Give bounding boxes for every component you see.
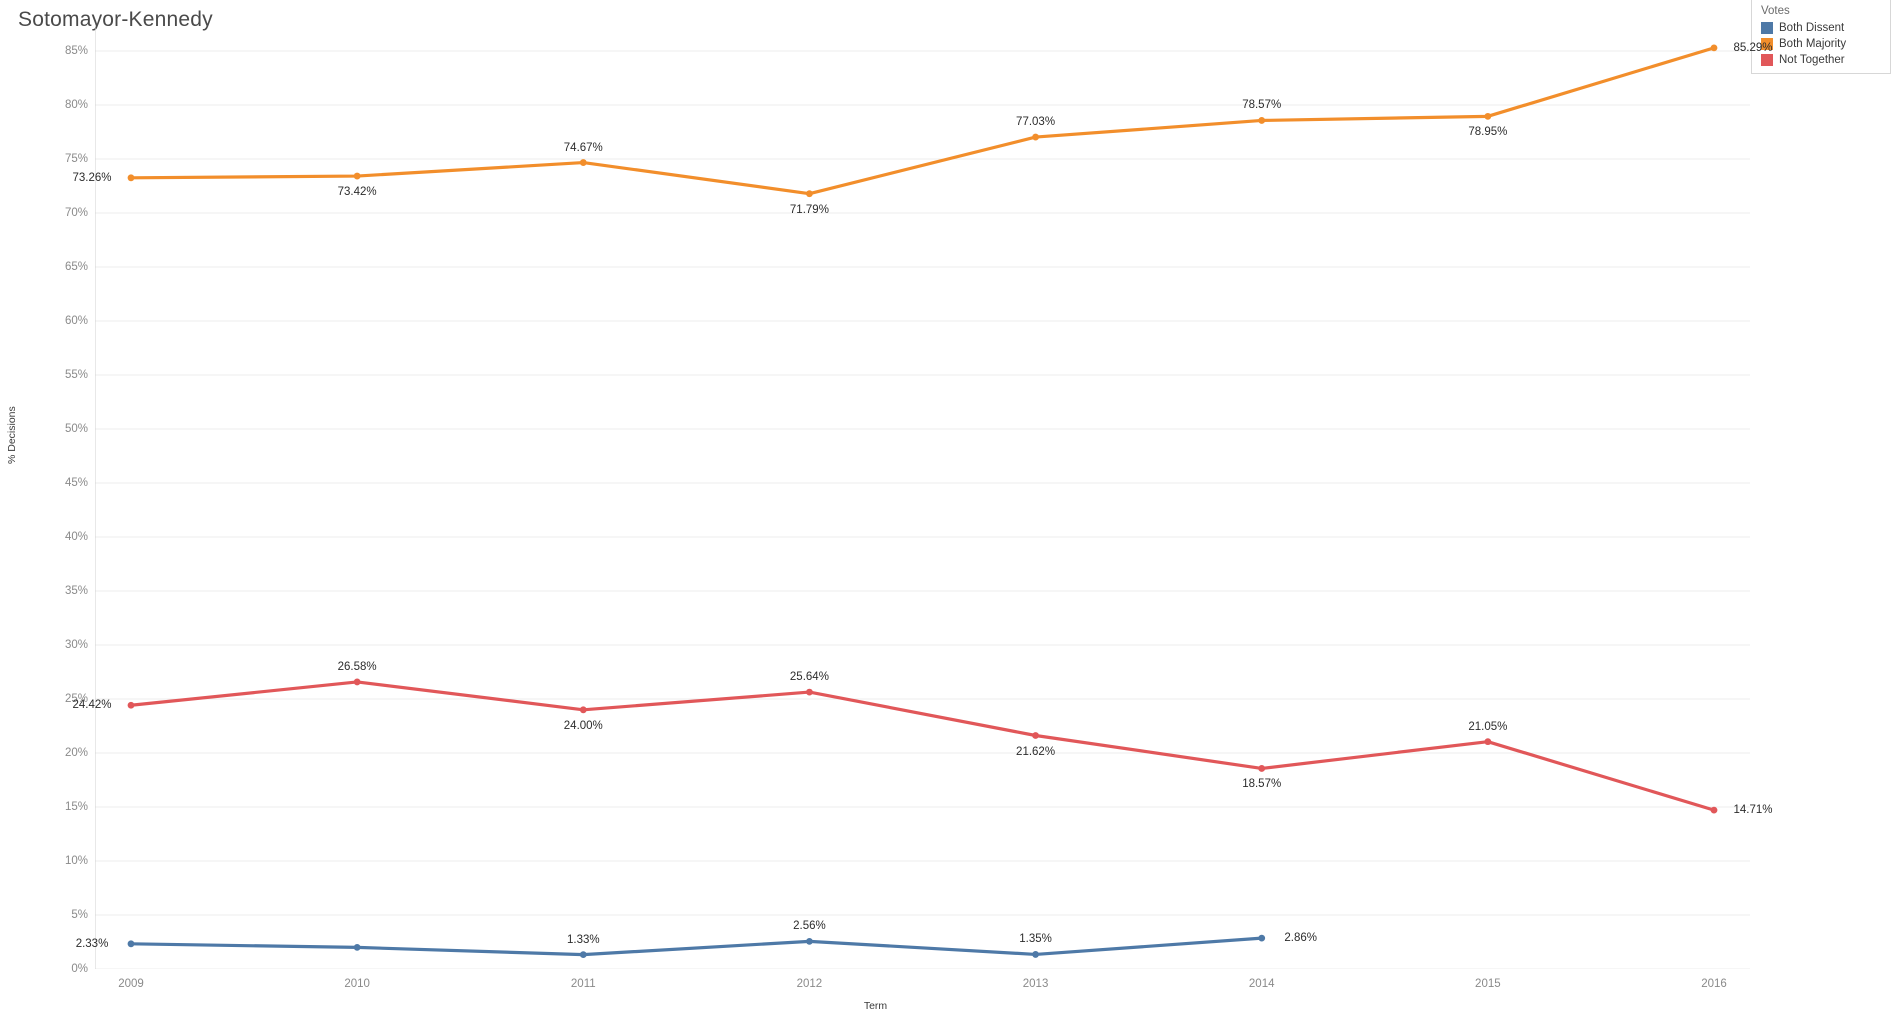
data-point-marker[interactable] bbox=[806, 688, 813, 696]
y-tick-label: 40% bbox=[64, 531, 88, 543]
legend-swatch-icon bbox=[1761, 53, 1773, 66]
y-tick-label: 50% bbox=[64, 423, 88, 435]
data-point-marker[interactable] bbox=[127, 940, 135, 948]
legend-item-label: Both Majority bbox=[1779, 37, 1847, 50]
y-tick-label: 55% bbox=[64, 369, 88, 381]
series-lines[interactable] bbox=[95, 24, 1750, 969]
legend-item-label: Not Together bbox=[1779, 53, 1845, 66]
data-point-marker[interactable] bbox=[579, 159, 587, 166]
data-point-marker[interactable] bbox=[1032, 133, 1039, 141]
legend-item-both-dissent[interactable]: Both Dissent bbox=[1761, 20, 1890, 35]
y-tick-label: 60% bbox=[64, 315, 88, 327]
data-point-marker[interactable] bbox=[1710, 44, 1718, 52]
data-point-marker[interactable] bbox=[1032, 732, 1039, 739]
data-point-marker[interactable] bbox=[806, 937, 813, 945]
y-tick-label: 80% bbox=[64, 99, 88, 111]
x-axis-ticks: 2009 2010 2011 2012 2013 2014 2015 2016 bbox=[95, 978, 1750, 998]
data-point-marker[interactable] bbox=[1710, 806, 1718, 814]
x-tick-label: 2015 bbox=[1475, 978, 1501, 990]
y-tick-label: 25% bbox=[64, 693, 88, 705]
y-axis-title: % Decisions bbox=[6, 406, 18, 464]
x-tick-label: 2011 bbox=[570, 978, 596, 990]
plot-area: % Decisions 0% 5% 10% 15% 20% 25% 30% 35% 40% 45%… bbox=[6, 24, 1773, 1012]
data-point-marker[interactable] bbox=[579, 951, 587, 959]
x-tick-label: 2013 bbox=[1022, 978, 1049, 990]
legend-panel: Votes Both Dissent Both Majority Not Toget… bbox=[1751, 0, 1891, 74]
x-tick-label: 2012 bbox=[796, 978, 823, 990]
legend-item-both-majority[interactable]: Both Majority bbox=[1761, 36, 1890, 51]
x-tick-label: 2016 bbox=[1701, 978, 1727, 990]
data-point-marker[interactable] bbox=[353, 172, 361, 180]
y-tick-label: 30% bbox=[64, 639, 88, 651]
y-tick-label: 70% bbox=[64, 207, 88, 219]
legend-items: Both Dissent Both Majority Not Together bbox=[1761, 20, 1890, 67]
series-line-not-together[interactable] bbox=[129, 680, 1716, 812]
data-point-marker[interactable] bbox=[1258, 765, 1266, 772]
y-tick-label: 45% bbox=[64, 477, 88, 489]
y-tick-label: 0% bbox=[71, 963, 88, 975]
y-tick-label: 10% bbox=[64, 855, 88, 867]
data-point-marker[interactable] bbox=[1258, 934, 1266, 942]
data-point-marker[interactable] bbox=[353, 678, 361, 686]
legend-item-not-together[interactable]: Not Together bbox=[1761, 52, 1890, 67]
data-point-marker[interactable] bbox=[353, 944, 361, 951]
data-point-marker[interactable] bbox=[127, 701, 135, 709]
page-title: Sotomayor-Kennedy bbox=[18, 8, 213, 31]
legend-title: Votes bbox=[1761, 5, 1790, 17]
y-tick-label: 35% bbox=[64, 585, 88, 597]
y-tick-label: 20% bbox=[64, 747, 88, 759]
gridlines bbox=[95, 24, 1750, 969]
y-tick-label: 85% bbox=[64, 45, 88, 57]
data-point-marker[interactable] bbox=[1258, 117, 1266, 124]
legend-item-label: Both Dissent bbox=[1779, 21, 1845, 34]
legend-swatch-icon bbox=[1761, 37, 1773, 50]
legend-swatch-icon bbox=[1761, 21, 1773, 34]
x-tick-label: 2009 bbox=[118, 978, 144, 990]
series-line-both-majority[interactable] bbox=[129, 46, 1716, 196]
y-tick-label: 5% bbox=[71, 909, 88, 921]
x-tick-label: 2014 bbox=[1248, 978, 1275, 990]
data-point-marker[interactable] bbox=[579, 706, 587, 714]
x-tick-label: 2010 bbox=[344, 978, 370, 990]
data-point-marker[interactable] bbox=[806, 190, 813, 198]
x-axis-title: Term bbox=[863, 1000, 888, 1012]
y-axis-ticks: 0% 5% 10% 15% 20% 25% 30% 35% 40% 45% 50% 55% 60% 65%… bbox=[28, 24, 88, 975]
plot-canvas: 2.33% 1.33% 2.56% 1.35% 2.86% 73.26% 73.42% 74.… bbox=[72, 24, 1773, 969]
y-tick-label: 15% bbox=[64, 801, 88, 813]
data-point-marker[interactable] bbox=[1484, 112, 1492, 120]
data-point-marker[interactable] bbox=[1032, 951, 1039, 958]
series-line-both-dissent[interactable] bbox=[129, 936, 1264, 957]
data-point-marker[interactable] bbox=[1484, 738, 1492, 746]
y-tick-label: 65% bbox=[64, 261, 88, 273]
y-tick-label: 75% bbox=[64, 153, 88, 165]
data-point-marker[interactable] bbox=[127, 174, 135, 182]
